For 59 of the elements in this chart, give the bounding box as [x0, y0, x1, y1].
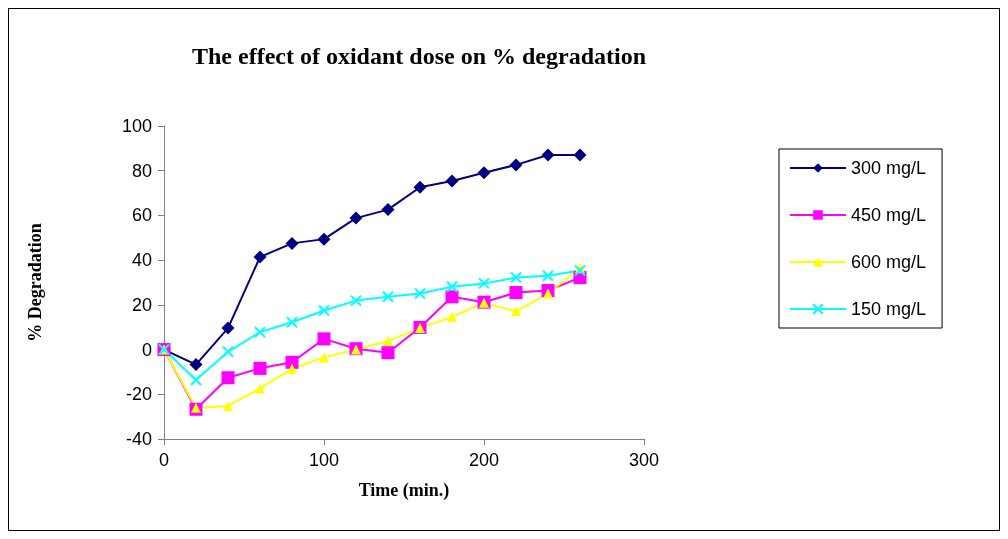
point	[381, 203, 395, 217]
point	[509, 286, 523, 300]
legend-label: 150 mg/L	[851, 299, 927, 319]
point	[382, 290, 394, 303]
point	[573, 148, 587, 162]
chart-title: The effect of oxidant dose on % degradation	[192, 43, 646, 69]
y-tick-label: -40	[125, 429, 152, 449]
point	[447, 311, 457, 322]
point	[317, 232, 331, 246]
legend-label: 600 mg/L	[851, 252, 927, 272]
point	[414, 287, 426, 300]
point	[511, 306, 521, 317]
point	[317, 332, 331, 346]
y-tick-label: 40	[131, 250, 152, 271]
point	[286, 316, 298, 329]
point	[221, 321, 235, 335]
y-tick-label: 80	[131, 160, 152, 181]
point	[223, 400, 233, 411]
y-tick-label: -20	[125, 384, 152, 405]
point	[383, 336, 393, 347]
point	[254, 326, 266, 339]
point	[350, 294, 362, 307]
point	[445, 290, 459, 304]
point	[253, 361, 267, 375]
point	[318, 304, 330, 317]
legend-label: 450 mg/L	[851, 205, 927, 225]
x-tick-label: 200	[468, 450, 500, 470]
point	[445, 174, 459, 188]
legend-label: 300 mg/L	[851, 158, 927, 178]
x-tick-label: 0	[158, 450, 170, 470]
point	[285, 236, 299, 250]
point	[189, 358, 203, 372]
point	[349, 211, 363, 225]
point	[478, 277, 490, 290]
x-tick-label: 100	[308, 450, 340, 470]
x-tick-label: 300	[628, 450, 660, 470]
point	[446, 280, 458, 293]
point	[509, 158, 523, 172]
point	[285, 355, 299, 369]
point	[255, 383, 265, 394]
x-axis-title: Time (min.)	[358, 480, 450, 501]
y-tick-label: 0	[141, 339, 152, 360]
point	[221, 371, 235, 385]
point	[381, 346, 395, 360]
point	[287, 363, 297, 374]
point	[222, 345, 234, 358]
y-tick-label: 20	[131, 294, 152, 315]
point	[190, 373, 202, 386]
point	[253, 250, 267, 264]
point	[542, 269, 554, 282]
point	[510, 271, 522, 284]
point	[413, 180, 427, 194]
point	[319, 352, 329, 363]
point	[477, 166, 491, 180]
y-axis-title: % Degradation	[25, 223, 45, 342]
y-tick-label: 60	[131, 205, 152, 226]
y-tick-label: 100	[121, 116, 152, 136]
point	[541, 148, 555, 162]
point	[543, 288, 553, 299]
